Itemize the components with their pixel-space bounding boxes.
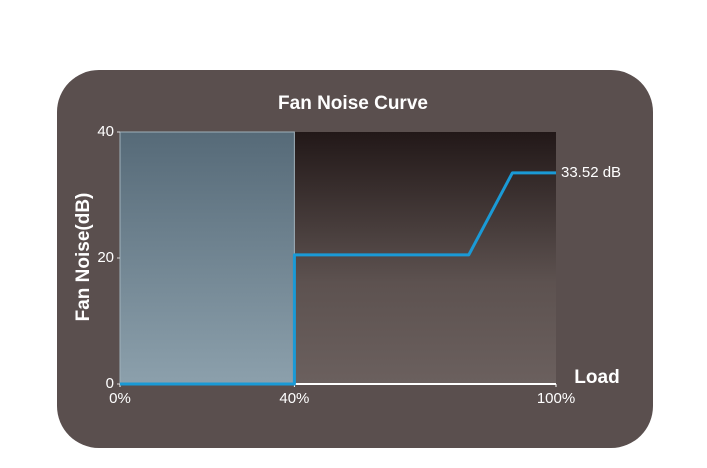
x-axis-label: Load <box>574 367 619 388</box>
y-tick-label: 0 <box>106 375 114 392</box>
x-tick-label: 100% <box>537 390 575 407</box>
chart-title: Fan Noise Curve <box>278 93 428 114</box>
x-tick-label: 40% <box>279 390 309 407</box>
x-tick-label: 0% <box>109 390 131 407</box>
line <box>120 171 556 386</box>
value-label: 33.52 dB <box>561 164 621 181</box>
shaded-range <box>119 131 295 385</box>
y-tick-label: 40 <box>97 123 114 140</box>
y-axis-label: Fan Noise(dB) <box>73 193 94 322</box>
y-tick-label: 20 <box>97 249 114 266</box>
